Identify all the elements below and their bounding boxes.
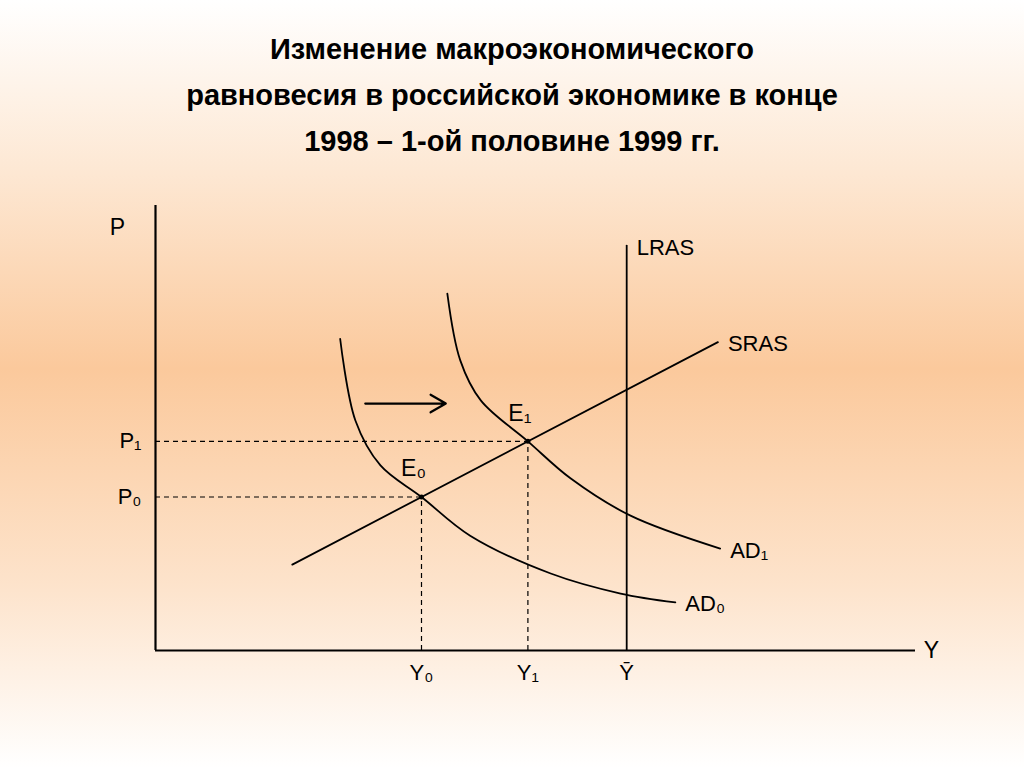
html-text:Изменение макроэкономического: Изменение макроэкономического равновесия… [186, 33, 838, 157]
svg-text:AD₀: AD₀ [685, 591, 725, 616]
svg-text:E₁: E₁ [508, 400, 531, 426]
svg-text:AD₁: AD₁ [730, 538, 768, 563]
svg-text:LRAS: LRAS [637, 235, 694, 260]
svg-text:E₀: E₀ [401, 455, 426, 481]
svg-text:Y₀: Y₀ [410, 660, 434, 685]
svg-text:SRAS: SRAS [728, 331, 788, 356]
svg-text:Y: Y [924, 637, 939, 663]
svg-text:Ȳ: Ȳ [619, 660, 634, 685]
svg-text:P₀: P₀ [118, 484, 142, 509]
svg-text:P: P [110, 214, 125, 240]
svg-text:Y₁: Y₁ [517, 660, 539, 685]
svg-text:P₁: P₁ [119, 428, 141, 453]
